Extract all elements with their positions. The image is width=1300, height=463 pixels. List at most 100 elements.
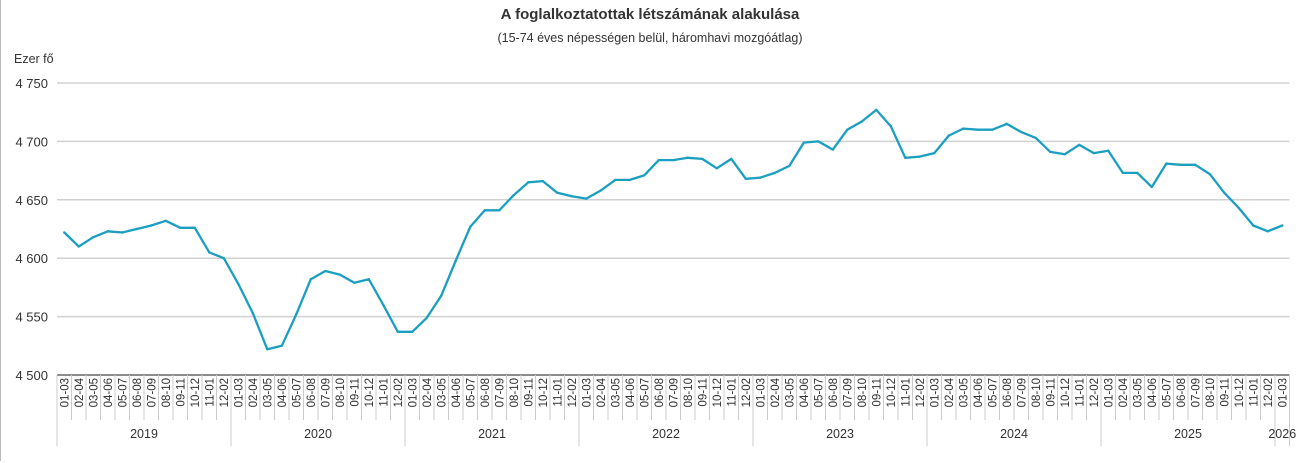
- year-label: 2019: [130, 427, 158, 441]
- data-point: [425, 316, 428, 319]
- y-tick-label: 4 600: [15, 251, 48, 266]
- x-tick-label: 12-02: [393, 378, 405, 407]
- data-point: [541, 179, 544, 183]
- data-point: [657, 158, 660, 162]
- x-tick-label: 11-01: [204, 378, 216, 407]
- data-point: [1078, 143, 1081, 147]
- x-tick-label: 02-04: [422, 377, 434, 407]
- data-point: [179, 226, 182, 230]
- x-tick-label: 04-06: [973, 378, 985, 407]
- data-point: [802, 141, 805, 144]
- x-tick-label: 05-07: [465, 378, 477, 407]
- x-tick-label: 12-02: [219, 378, 231, 407]
- data-point: [1034, 136, 1037, 140]
- x-tick-label: 09-11: [523, 378, 535, 407]
- x-tick-label: 08-10: [509, 378, 521, 407]
- x-tick-label: 11-01: [726, 378, 738, 407]
- data-point: [1194, 163, 1197, 166]
- x-tick-label: 04-06: [799, 378, 811, 407]
- x-tick-label: 10-12: [712, 378, 724, 407]
- x-tick-label: 11-01: [1248, 378, 1260, 407]
- x-tick-label: 08-10: [161, 378, 173, 407]
- year-label: 2023: [826, 427, 854, 441]
- x-tick-label: 11-01: [378, 378, 390, 407]
- x-tick-label: 07-09: [494, 378, 506, 407]
- data-point: [469, 225, 472, 228]
- data-point: [773, 171, 776, 175]
- year-label: 2026: [1268, 427, 1296, 441]
- x-tick-label: 07-09: [146, 378, 158, 407]
- data-point: [1107, 149, 1110, 152]
- x-tick-label: 10-12: [886, 378, 898, 407]
- data-point: [1165, 162, 1168, 165]
- x-tick-label: 06-08: [1002, 378, 1014, 407]
- data-point: [222, 257, 225, 260]
- data-point: [860, 120, 863, 123]
- data-point: [1252, 224, 1255, 227]
- data-point: [309, 278, 312, 281]
- data-point: [440, 294, 443, 297]
- y-tick-label: 4 750: [15, 76, 48, 91]
- data-point: [1223, 191, 1226, 194]
- x-tick-label: 04-06: [451, 378, 463, 407]
- data-point: [614, 178, 617, 182]
- data-point: [686, 156, 689, 159]
- data-point: [295, 313, 298, 316]
- data-point: [396, 330, 399, 333]
- data-point: [556, 191, 559, 194]
- data-point: [77, 245, 80, 248]
- x-tick-label: 06-08: [306, 378, 318, 407]
- x-tick-label: 03-05: [1132, 378, 1144, 407]
- x-tick-label: 04-06: [103, 378, 115, 407]
- x-tick-label: 10-12: [1234, 378, 1246, 407]
- data-point: [918, 155, 921, 158]
- x-tick-label: 05-07: [1161, 378, 1173, 407]
- data-point: [454, 259, 457, 262]
- data-point: [483, 209, 486, 212]
- data-point: [715, 167, 718, 170]
- x-tick-label: 08-10: [1205, 378, 1217, 407]
- employment-series-line: [63, 108, 1283, 351]
- x-tick-label: 06-08: [828, 378, 840, 407]
- data-point: [1281, 224, 1284, 227]
- x-tick-label: 01-03: [407, 378, 419, 407]
- x-tick-label: 09-11: [871, 378, 883, 407]
- data-point: [744, 177, 747, 180]
- data-point: [1020, 130, 1023, 134]
- x-tick-label: 11-01: [900, 378, 912, 407]
- data-point: [1092, 151, 1095, 155]
- x-tick-label: 01-03: [581, 378, 593, 407]
- data-point: [759, 176, 762, 179]
- x-tick-label: 01-03: [929, 378, 941, 407]
- x-tick-label: 02-04: [596, 377, 608, 407]
- data-point: [411, 330, 414, 333]
- x-tick-label: 06-08: [132, 378, 144, 407]
- data-point: [251, 311, 254, 315]
- x-tick-label: 10-12: [190, 378, 202, 407]
- data-point: [382, 303, 385, 307]
- x-tick-label: 01-03: [1103, 378, 1115, 407]
- x-tick-label: 02-04: [74, 377, 86, 407]
- x-tick-label: 03-05: [958, 378, 970, 407]
- x-tick-label: 04-06: [277, 378, 289, 407]
- data-point: [135, 227, 138, 231]
- data-point: [889, 125, 892, 128]
- x-tick-label: 01-03: [59, 378, 71, 407]
- x-tick-label: 02-04: [944, 377, 956, 407]
- data-point: [237, 282, 240, 286]
- chart-title: A foglalkoztatottak létszámának alakulás…: [500, 6, 800, 23]
- x-tick-label: 12-02: [567, 378, 579, 407]
- data-point: [106, 230, 109, 233]
- data-point: [367, 278, 370, 281]
- data-point: [338, 273, 341, 276]
- x-tick-label: 02-04: [1118, 377, 1130, 407]
- x-tick-label: 11-01: [1074, 378, 1086, 407]
- data-point: [1150, 185, 1153, 189]
- x-tick-label: 05-07: [813, 378, 825, 407]
- data-point: [353, 281, 356, 284]
- year-label: 2025: [1174, 427, 1202, 441]
- x-tick-label: 03-05: [784, 378, 796, 407]
- data-point: [280, 344, 283, 347]
